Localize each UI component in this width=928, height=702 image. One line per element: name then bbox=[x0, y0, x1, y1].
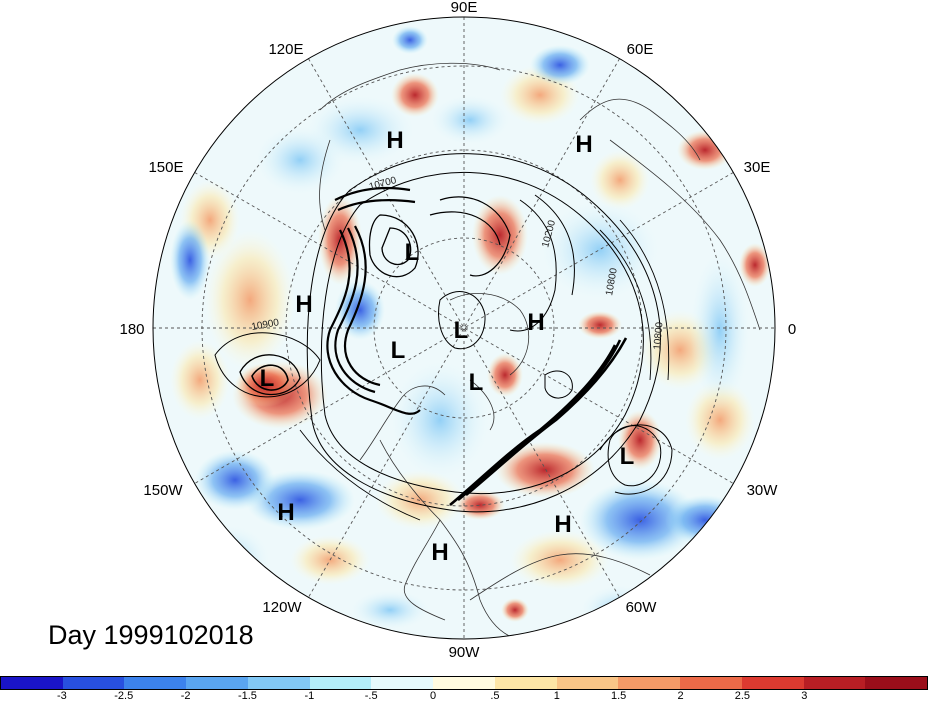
anomaly-patch bbox=[472, 195, 528, 275]
anomaly-patch bbox=[390, 360, 490, 480]
colorbar-bin bbox=[309, 677, 372, 689]
anomaly-patch bbox=[487, 353, 523, 397]
colorbar-bin bbox=[741, 677, 804, 689]
colorbar-tick-label: .5 bbox=[490, 690, 500, 702]
colorbar-labels: -3 -2.5 -2 -1.5 -1 -.5 0 .5 1 1.5 2 2.5 3 bbox=[0, 690, 928, 702]
colorbar-bin bbox=[124, 677, 187, 689]
longitude-label: 0 bbox=[788, 321, 796, 338]
colorbar-bin bbox=[433, 677, 495, 689]
low-marker-low-kamchatka: L bbox=[405, 239, 420, 266]
longitude-label: 90W bbox=[449, 644, 481, 661]
anomaly-patch bbox=[739, 243, 771, 287]
contour-label: 10800 bbox=[604, 267, 620, 297]
colorbar-tick-label: 1 bbox=[553, 690, 560, 702]
anomaly-patch bbox=[495, 442, 595, 498]
anomaly-patch bbox=[392, 26, 428, 54]
longitude-label: 120E bbox=[268, 41, 303, 58]
high-marker-high-greenland: H bbox=[527, 309, 544, 336]
colorbar-bin bbox=[680, 677, 742, 689]
anomaly-patch bbox=[430, 95, 510, 145]
longitude-label: 150E bbox=[148, 159, 183, 176]
high-marker-high-europe: H bbox=[575, 131, 592, 158]
colorbar-tick-label: 2.5 bbox=[734, 690, 751, 702]
anomaly-patch bbox=[190, 525, 270, 595]
anomaly-patch bbox=[685, 380, 755, 460]
colorbar-tick-label: 3 bbox=[801, 690, 808, 702]
longitude-label: 30E bbox=[744, 159, 771, 176]
colorbar-tick-label: 2 bbox=[677, 690, 684, 702]
anomaly-patch bbox=[350, 590, 430, 630]
anomaly-patch bbox=[170, 220, 210, 300]
colorbar-tick-label: -2 bbox=[180, 690, 191, 702]
low-marker-low-arctic-canada: L bbox=[391, 337, 406, 364]
colorbar-bin bbox=[494, 677, 557, 689]
colorbar bbox=[0, 676, 928, 690]
longitude-label: 120W bbox=[262, 599, 302, 616]
low-marker-low-baffin: L bbox=[469, 369, 484, 396]
colorbar-tick-label: 1.5 bbox=[611, 690, 627, 702]
map-boundary bbox=[152, 16, 776, 640]
colorbar-bin bbox=[186, 677, 248, 689]
colorbar-tick-label: -3 bbox=[56, 690, 67, 702]
contour-label: 10800 bbox=[652, 321, 665, 350]
high-marker-high-subtropical-atlantic: H bbox=[554, 511, 571, 538]
colorbar-tick-label: 0 bbox=[430, 690, 437, 702]
anomaly-patch bbox=[690, 250, 750, 410]
anomaly-patch bbox=[677, 130, 733, 170]
anomaly-patch bbox=[255, 125, 345, 195]
low-marker-low-aleutian: L bbox=[260, 365, 275, 392]
colorbar-tick-label: -1 bbox=[304, 690, 315, 702]
high-marker-high-pacific: H bbox=[295, 291, 312, 318]
longitude-labels: 90E 60E 30E 0 30W 60W 90W 120W 150W 180 150E 120E bbox=[119, 0, 796, 661]
anomaly-patch bbox=[590, 150, 650, 210]
high-marker-high-siberia: H bbox=[386, 127, 403, 154]
low-marker-low-atlantic: L bbox=[620, 443, 635, 470]
anomaly-patch bbox=[665, 495, 745, 545]
anomaly-patch bbox=[170, 340, 230, 420]
anomaly-patch bbox=[205, 230, 295, 370]
colorbar-tick-label: -1.5 bbox=[237, 690, 257, 702]
colorbar-tick-label: -2.5 bbox=[114, 690, 134, 702]
lat-lon-grid bbox=[153, 17, 775, 639]
longitude-label: 180 bbox=[119, 321, 144, 338]
longitude-label: 60E bbox=[627, 41, 654, 58]
colorbar-bin bbox=[803, 677, 866, 689]
colorbar-bin bbox=[1, 677, 63, 689]
anomaly-patch bbox=[195, 450, 275, 510]
high-marker-high-mexico: H bbox=[431, 539, 448, 566]
high-marker-high-ne-pacific: H bbox=[277, 499, 294, 526]
colorbar-bin bbox=[618, 677, 681, 689]
anomaly-patch bbox=[540, 200, 660, 300]
colorbar-bin bbox=[865, 677, 928, 689]
anomaly-patch bbox=[455, 490, 505, 520]
longitude-label: 30W bbox=[747, 482, 779, 499]
anomaly-patch bbox=[578, 311, 622, 339]
longitude-label: 90E bbox=[451, 0, 478, 16]
plot-title: Day 1999102018 bbox=[48, 620, 254, 650]
colorbar-bin bbox=[62, 677, 125, 689]
colorbar-tick-label: -.5 bbox=[364, 690, 378, 702]
longitude-label: 150W bbox=[143, 482, 183, 499]
anomaly-patch bbox=[580, 480, 700, 560]
colorbar-bin bbox=[371, 677, 434, 689]
anomaly-patch bbox=[510, 530, 610, 590]
height-contours bbox=[214, 153, 673, 521]
anomaly-patch bbox=[335, 280, 385, 340]
low-marker-low-pole: L bbox=[454, 317, 469, 344]
colorbar-bin bbox=[556, 677, 619, 689]
contour-label: 10900 bbox=[251, 317, 281, 333]
colorbar-bin bbox=[247, 677, 310, 689]
anomaly-patch bbox=[501, 598, 529, 622]
anomaly-patch bbox=[530, 45, 590, 85]
longitude-label: 60W bbox=[626, 599, 658, 616]
anomaly-patch bbox=[235, 363, 295, 407]
anomaly-patch bbox=[618, 410, 662, 470]
anomaly-patch bbox=[375, 470, 465, 530]
anomaly-patch bbox=[391, 73, 439, 117]
